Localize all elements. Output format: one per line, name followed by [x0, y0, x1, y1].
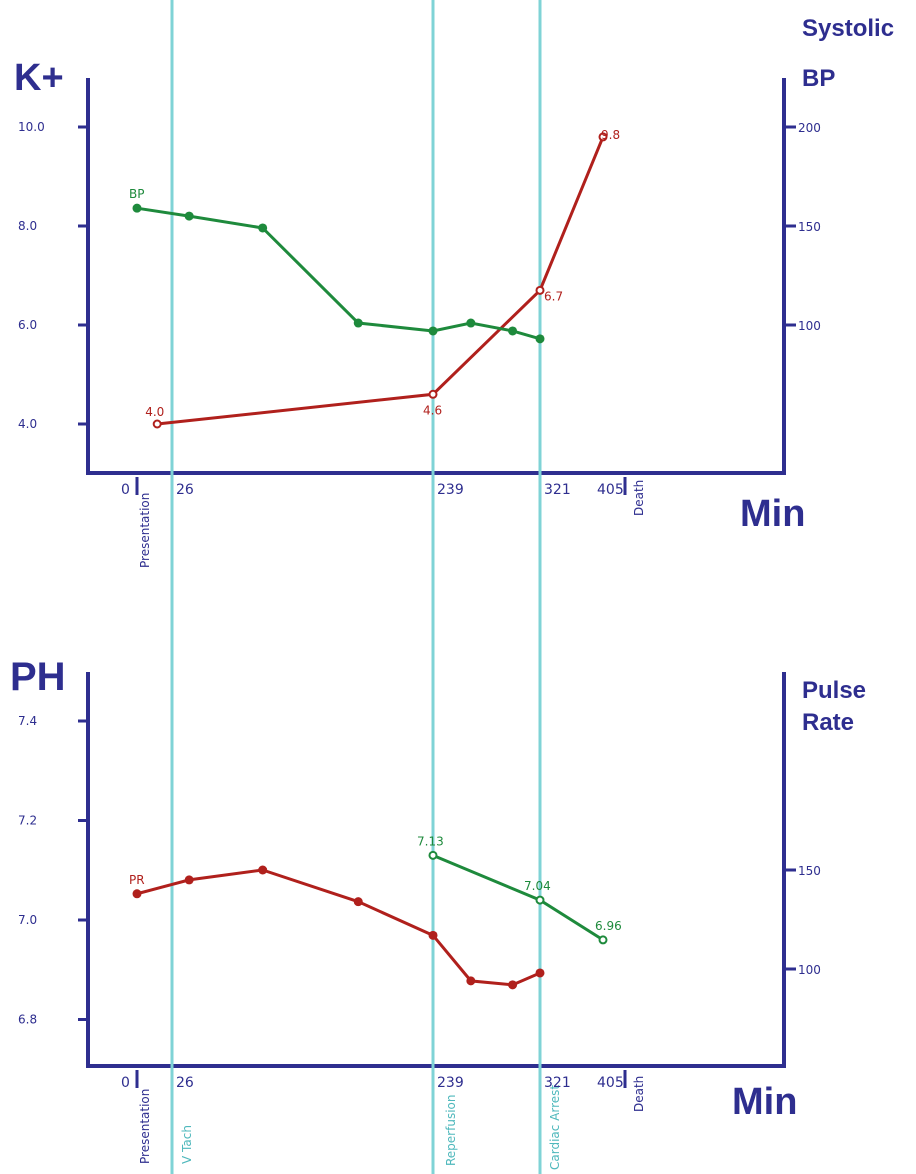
bottom-x-tick-label: 321 [544, 1075, 571, 1091]
bottom-series-point [535, 895, 545, 905]
top-x-tick-label: 239 [437, 482, 464, 498]
bottom-series-point [598, 935, 608, 945]
top-series-name-label: BP [129, 187, 144, 201]
bottom-axes [86, 672, 786, 1068]
bottom-data-label: 7.13 [417, 834, 444, 848]
top-left-tick-label: 4.0 [18, 417, 37, 431]
bottom-right-tick-label: 100 [798, 963, 821, 977]
top-series-point [428, 389, 438, 399]
top-series-kplus-line [157, 136, 605, 426]
bottom-x-axis-title: Min [732, 1081, 797, 1123]
top-left-tick-label: 8.0 [18, 219, 37, 233]
event-label-presentation-bottom: Presentation [138, 1089, 152, 1164]
top-right-axis-title-line1: Systolic [802, 15, 894, 42]
chart-dynamic-layer: 4.0 6.0 8.0 10.0 100 150 200 0 26 239 321 405 4.0 4.6… [18, 0, 821, 1174]
event-label-reperfusion: Reperfusion [444, 1095, 458, 1166]
top-x-tick-label: 405 [597, 482, 624, 498]
top-series-point [258, 223, 268, 233]
top-series-point [132, 203, 142, 213]
bottom-series-point [353, 897, 363, 907]
bottom-right-axis-title-line1: Pulse [802, 677, 866, 704]
bottom-series-name-label: PR [129, 873, 145, 887]
top-series-point [598, 132, 608, 142]
top-series-point [535, 334, 545, 344]
event-label-presentation-top: Presentation [138, 493, 152, 568]
bottom-series-point [466, 976, 476, 986]
event-label-cardiac-arrest: Cardiac Arrest [548, 1085, 562, 1170]
bottom-series-ph-line [432, 853, 604, 942]
bottom-series-point [258, 865, 268, 875]
top-left-axis-title: K+ [14, 57, 64, 99]
top-left-tick-label: 10.0 [18, 120, 45, 134]
bottom-left-tick-label: 7.2 [18, 814, 37, 828]
top-x-axis-title: Min [740, 493, 805, 535]
top-series-point [508, 326, 518, 336]
bottom-x-tick-label: 26 [176, 1075, 194, 1091]
bottom-series-pr-line [136, 868, 541, 987]
bottom-left-tick-label: 7.0 [18, 913, 37, 927]
top-series-point [466, 318, 476, 328]
top-series-bp-line [136, 206, 541, 341]
top-data-label: 6.7 [544, 289, 563, 303]
top-series-point [353, 318, 363, 328]
top-right-tick-label: 200 [798, 121, 821, 135]
bottom-left-tick-label: 6.8 [18, 1013, 37, 1027]
bottom-series-point [132, 889, 142, 899]
event-label-death-top: Death [632, 480, 646, 516]
bottom-left-tick-label: 7.4 [18, 714, 37, 728]
top-series-point [152, 419, 162, 429]
bottom-data-label: 7.04 [524, 879, 551, 893]
top-right-tick-label: 100 [798, 319, 821, 333]
bottom-left-axis-title: PH [10, 655, 66, 699]
bottom-x-tick-label: 405 [597, 1075, 624, 1091]
event-label-vtach: V Tach [180, 1125, 194, 1164]
bottom-series-point [428, 930, 438, 940]
top-series-point [184, 211, 194, 221]
top-right-axis-title-line2: BP [802, 65, 835, 92]
top-right-tick-label: 150 [798, 220, 821, 234]
top-left-tick-label: 6.0 [18, 318, 37, 332]
top-x-tick-label: 321 [544, 482, 571, 498]
top-x-tick-label: 0 [121, 482, 130, 498]
top-series-point [428, 326, 438, 336]
bottom-series-point [535, 968, 545, 978]
bottom-series-point [508, 980, 518, 990]
bottom-data-label: 6.96 [595, 919, 622, 933]
top-data-label: 4.6 [423, 403, 442, 417]
bottom-right-axis-title-line2: Rate [802, 709, 854, 736]
event-label-death-bottom: Death [632, 1076, 646, 1112]
top-data-label: 4.0 [145, 405, 164, 419]
top-x-tick-label: 26 [176, 482, 194, 498]
bottom-x-tick-label: 0 [121, 1075, 130, 1091]
top-series-point [535, 285, 545, 295]
bottom-series-point [428, 850, 438, 860]
bottom-series-point [184, 875, 194, 885]
top-axes [86, 78, 786, 475]
bottom-x-tick-label: 239 [437, 1075, 464, 1091]
top-data-label: 9.8 [601, 128, 620, 142]
bottom-right-tick-label: 150 [798, 864, 821, 878]
